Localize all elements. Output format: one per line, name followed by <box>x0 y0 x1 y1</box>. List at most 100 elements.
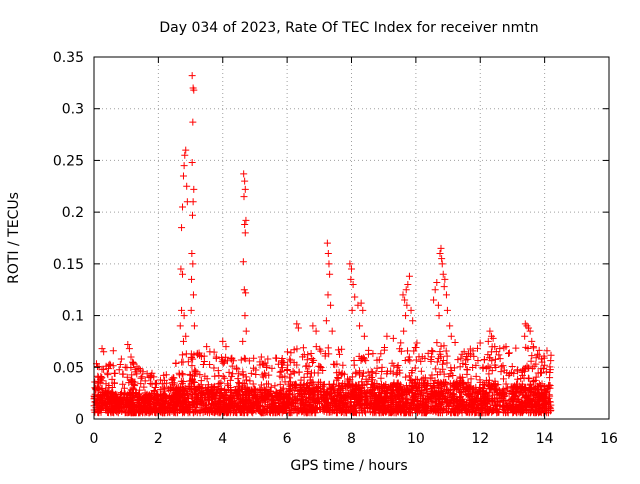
data-point <box>325 260 333 268</box>
data-point <box>241 221 249 229</box>
data-point <box>325 350 333 358</box>
data-point <box>536 391 544 399</box>
data-point <box>523 393 531 401</box>
data-point <box>484 337 492 345</box>
data-point <box>297 390 305 398</box>
data-point <box>326 402 334 410</box>
data-point <box>454 356 462 364</box>
data-point <box>451 399 459 407</box>
data-point <box>488 357 496 365</box>
data-point <box>263 364 271 372</box>
data-point <box>264 355 272 363</box>
data-point <box>120 400 128 408</box>
data-point <box>445 373 453 381</box>
data-point <box>367 384 375 392</box>
data-point <box>126 400 134 408</box>
data-point <box>308 407 316 415</box>
data-point <box>532 354 540 362</box>
data-point <box>407 376 415 384</box>
data-point <box>324 250 332 258</box>
data-point <box>91 390 99 398</box>
data-point <box>285 402 293 410</box>
data-point <box>246 377 254 385</box>
data-point <box>299 396 307 404</box>
data-point <box>102 391 110 399</box>
y-tick-label: 0.05 <box>53 360 84 376</box>
y-axis-label: ROTI / TECUs <box>6 192 22 284</box>
data-point <box>202 404 210 412</box>
data-point <box>124 341 132 349</box>
data-point <box>219 394 227 402</box>
data-point <box>484 351 492 359</box>
data-point <box>435 312 443 320</box>
data-point <box>119 370 127 378</box>
data-point <box>221 374 229 382</box>
data-point <box>261 387 269 395</box>
data-point <box>457 396 465 404</box>
data-point <box>335 404 343 412</box>
data-point <box>397 383 405 391</box>
data-point <box>106 394 114 402</box>
data-point <box>105 395 113 403</box>
data-point <box>179 270 187 278</box>
data-point <box>179 407 187 415</box>
data-point <box>96 406 104 414</box>
data-point <box>535 380 543 388</box>
data-point <box>413 400 421 408</box>
data-point <box>286 395 294 403</box>
data-point <box>100 348 108 356</box>
data-point <box>277 404 285 412</box>
data-point <box>328 394 336 402</box>
data-point <box>396 407 404 415</box>
data-point <box>223 357 231 365</box>
data-point <box>343 409 351 417</box>
data-point <box>377 374 385 382</box>
data-point <box>260 369 268 377</box>
x-tick-label: 0 <box>90 431 99 447</box>
data-point <box>316 362 324 370</box>
data-point <box>91 378 99 386</box>
data-point <box>238 397 246 405</box>
data-point <box>301 387 309 395</box>
data-point <box>347 403 355 411</box>
data-point <box>186 370 194 378</box>
data-point <box>335 396 343 404</box>
data-point <box>123 373 131 381</box>
data-point <box>442 386 450 394</box>
data-point <box>370 390 378 398</box>
data-point <box>369 394 377 402</box>
data-point <box>352 368 360 376</box>
data-point <box>389 334 397 342</box>
data-point <box>433 339 441 347</box>
data-point <box>161 387 169 395</box>
data-point <box>187 306 195 314</box>
data-point <box>440 283 448 291</box>
y-tick-label: 0.2 <box>62 205 84 221</box>
data-point <box>493 409 501 417</box>
data-point <box>145 373 153 381</box>
data-point <box>507 383 515 391</box>
data-point <box>188 375 196 383</box>
data-point <box>323 239 331 247</box>
data-point <box>137 374 145 382</box>
data-point <box>276 368 284 376</box>
x-tick-label: 8 <box>347 431 356 447</box>
data-point <box>473 389 481 397</box>
data-point <box>413 339 421 347</box>
data-point <box>199 360 207 368</box>
data-point <box>160 383 168 391</box>
data-point <box>309 378 317 386</box>
data-point <box>492 402 500 410</box>
data-point <box>309 359 317 367</box>
data-point <box>470 400 478 408</box>
data-point <box>148 380 156 388</box>
data-point <box>535 383 543 391</box>
data-point <box>314 398 322 406</box>
data-point <box>497 368 505 376</box>
data-point <box>328 327 336 335</box>
data-points <box>90 72 555 417</box>
data-point <box>102 380 110 388</box>
data-point <box>264 380 272 388</box>
data-point <box>496 345 504 353</box>
data-point <box>496 355 504 363</box>
